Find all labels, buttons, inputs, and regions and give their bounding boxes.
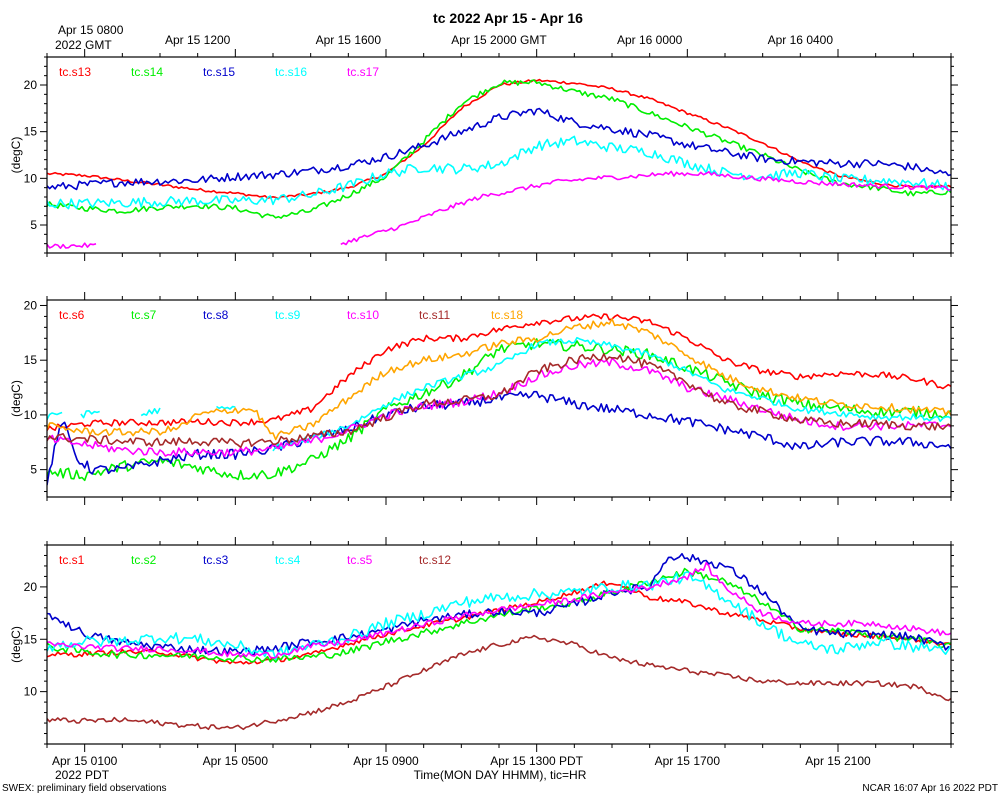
y-tick-label: 15 <box>24 632 38 646</box>
bottom-tick-label: Apr 15 0500 <box>203 754 269 768</box>
series-line-tc-s14 <box>47 79 951 219</box>
legend-tc-s15: tc.s15 <box>203 65 235 79</box>
series-line-tc-s6 <box>47 313 951 431</box>
top-tick-label: Apr 15 1600 <box>316 33 382 47</box>
bottom-axis-start-year: 2022 PDT <box>55 768 110 782</box>
legend-tc-s11: tc.s11 <box>419 308 450 322</box>
top-tick-label: Apr 15 2000 GMT <box>451 33 547 47</box>
legend-tc-s18: tc.s18 <box>491 308 523 322</box>
y-tick-label: 10 <box>24 685 38 699</box>
y-axis-label: (degC) <box>9 137 23 174</box>
bottom-tick-label: Apr 15 1300 PDT <box>490 754 583 768</box>
legend-tc-s3: tc.s3 <box>203 553 229 567</box>
legend-tc-s12: tc.s12 <box>419 553 451 567</box>
x-axis-label: Time(MON DAY HHMM), tic=HR <box>414 768 587 782</box>
top-tick-label: Apr 15 1200 <box>165 33 231 47</box>
legend-tc-s17: tc.s17 <box>347 65 379 79</box>
legend-tc-s7: tc.s7 <box>131 308 157 322</box>
legend-tc-s10: tc.s10 <box>347 308 379 322</box>
legend-tc-s5: tc.s5 <box>347 553 373 567</box>
series-line-tc-s16 <box>47 135 951 210</box>
series-line-tc-s5 <box>47 562 951 659</box>
panel-frame <box>46 544 952 745</box>
y-tick-label: 10 <box>24 408 38 422</box>
y-tick-label: 15 <box>24 353 38 367</box>
chart-title: tc 2022 Apr 15 - Apr 16 <box>433 10 583 26</box>
y-tick-label: 20 <box>24 580 38 594</box>
series-line-tc-s11 <box>47 353 951 449</box>
top-tick-label: Apr 16 0400 <box>768 33 834 47</box>
y-tick-label: 20 <box>24 78 38 92</box>
footer-right: NCAR 16:07 Apr 16 2022 PDT <box>862 783 998 794</box>
bottom-tick-label: Apr 15 0100 <box>52 754 118 768</box>
series-line-tc-s4 <box>47 571 951 661</box>
y-tick-label: 15 <box>24 125 38 139</box>
x-tick-labels: Apr 15 1200 Apr 15 1600 Apr 15 2000 GMT Apr… <box>52 33 871 768</box>
top-axis-start-year: 2022 GMT <box>55 38 112 52</box>
bottom-tick-label: Apr 15 1700 <box>655 754 721 768</box>
legend-tc-s2: tc.s2 <box>131 553 157 567</box>
series-line-tc-s1 <box>47 580 951 665</box>
series-line-tc-s17 <box>47 170 951 249</box>
legend-tc-s6: tc.s6 <box>59 308 85 322</box>
bottom-tick-label: Apr 15 0900 <box>353 754 419 768</box>
legend-tc-s9: tc.s9 <box>275 308 301 322</box>
series-line-tc-s12 <box>47 634 951 731</box>
legend-tc-s16: tc.s16 <box>275 65 307 79</box>
legend-tc-s1: tc.s1 <box>59 553 85 567</box>
y-axis-label: (degC) <box>9 380 23 417</box>
series-line-tc-s9 <box>47 336 951 452</box>
series-lines <box>47 78 951 249</box>
legend-tc-s4: tc.s4 <box>275 553 301 567</box>
series-line-tc-s18 <box>47 318 951 441</box>
y-axis-label: (degC) <box>9 626 23 663</box>
top-axis-start-label: Apr 15 0800 <box>58 23 124 37</box>
y-tick-label: 20 <box>24 298 38 312</box>
legend-tc-s13: tc.s13 <box>59 65 91 79</box>
legend-tc-s8: tc.s8 <box>203 308 229 322</box>
panel-1: 5 10 15 20 (degC) tc.s13 tc.s14 tc.s15 tc.s16 tc.… <box>9 49 958 261</box>
y-tick-label: 10 <box>24 171 38 185</box>
panel-2: 5 10 15 20 (degC) tc.s6 tc.s7 tc.s8 tc.s9 tc.s10 t… <box>9 292 958 505</box>
footer-left: SWEX: preliminary field observations <box>2 783 167 794</box>
series-line-tc-s15 <box>47 107 951 191</box>
bottom-tick-label: Apr 15 2100 <box>805 754 871 768</box>
top-tick-label: Apr 16 0000 <box>617 33 683 47</box>
series-lines <box>47 552 951 731</box>
y-tick-label: 5 <box>30 463 37 477</box>
y-tick-label: 5 <box>30 218 37 232</box>
legend-tc-s14: tc.s14 <box>131 65 163 79</box>
series-lines <box>47 313 951 486</box>
series-line-tc-s7 <box>47 338 951 482</box>
panel-3: 10 15 20 (degC) tc.s1 tc.s2 tc.s3 tc.s4 tc.s5 tc.… <box>9 537 958 752</box>
